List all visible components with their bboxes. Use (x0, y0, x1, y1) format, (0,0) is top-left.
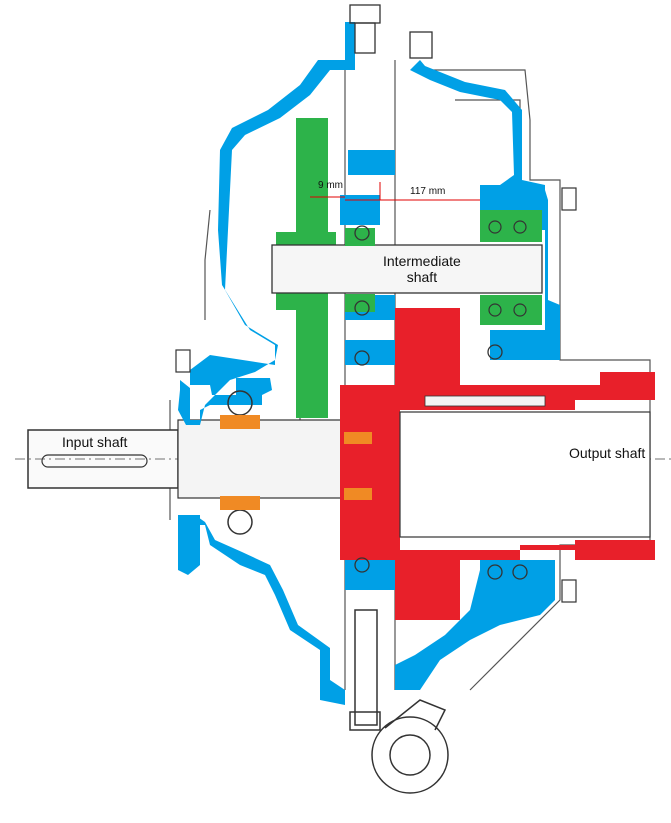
output-shaft (399, 395, 651, 538)
intermediate-shaft-label: Intermediate shaft (383, 253, 461, 285)
output-assembly (340, 308, 655, 620)
eye-bolt (349, 609, 449, 794)
intermediate-shaft-label-line2: shaft (406, 269, 438, 286)
dimension-lines (310, 182, 480, 201)
dimension-label-small: 9 mm (318, 180, 343, 191)
side-bolts (175, 187, 577, 603)
top-nut (349, 4, 433, 59)
intermediate-shaft-label-line1: Intermediate (383, 253, 461, 269)
housing (178, 22, 560, 705)
dimension-label-large: 117 mm (410, 186, 446, 197)
output-shaft-label: Output shaft (569, 445, 646, 461)
input-shaft-label: Input shaft (62, 434, 128, 450)
intermediate-shaft (271, 210, 543, 325)
input-bearing (220, 390, 372, 535)
bearings (354, 225, 528, 580)
